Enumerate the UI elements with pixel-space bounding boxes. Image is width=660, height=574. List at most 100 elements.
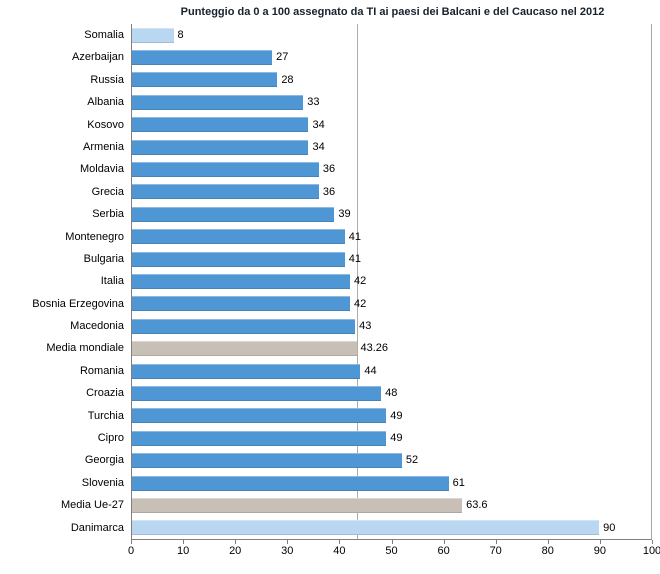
bar-value: 44 bbox=[364, 364, 377, 377]
bar-row: 49 bbox=[132, 405, 651, 427]
category-label: Media Ue-27 bbox=[61, 499, 124, 512]
bar bbox=[132, 72, 278, 88]
bar-value: 49 bbox=[390, 409, 403, 422]
category-label: Grecia bbox=[91, 185, 124, 198]
bar-value: 63.6 bbox=[466, 499, 488, 512]
bar-row: 34 bbox=[132, 114, 651, 136]
bar-row: 27 bbox=[132, 46, 651, 68]
x-axis-tick-label: 40 bbox=[333, 544, 346, 557]
bar-value: 41 bbox=[348, 230, 362, 243]
x-axis-tick-mark bbox=[652, 539, 653, 544]
category-label: Romania bbox=[79, 364, 124, 377]
bar-row: 41 bbox=[132, 248, 651, 270]
bar-row: 44 bbox=[132, 360, 651, 382]
bar bbox=[132, 206, 335, 222]
category-label: Bosnia Erzegovina bbox=[32, 297, 124, 310]
bar-row: 61 bbox=[132, 472, 651, 494]
bar-row: 8 bbox=[132, 24, 651, 46]
x-axis-tick-label: 70 bbox=[489, 544, 502, 557]
bar-row: 43 bbox=[132, 315, 651, 337]
bar-row: 90 bbox=[132, 517, 651, 539]
bar-row: 49 bbox=[132, 427, 651, 449]
category-label: Croazia bbox=[86, 387, 124, 400]
bar-value: 61 bbox=[452, 476, 465, 489]
bar bbox=[132, 229, 345, 245]
world-average-reference-line bbox=[356, 24, 358, 539]
bar bbox=[132, 50, 273, 66]
x-axis-tick-label: 60 bbox=[437, 544, 450, 557]
category-label: Bulgaria bbox=[83, 252, 124, 265]
bar bbox=[132, 408, 387, 424]
bar-row: 42 bbox=[132, 270, 651, 292]
bar bbox=[132, 117, 309, 133]
bar bbox=[132, 94, 304, 110]
chart-title: Punteggio da 0 a 100 assegnato da TI ai … bbox=[180, 6, 605, 18]
chart-body: Somalia Azerbaijan Russia Albania Kosovo Arme… bbox=[2, 24, 652, 540]
x-axis-tick-mark bbox=[391, 539, 393, 544]
bar bbox=[132, 139, 309, 155]
x-axis-tick-label: 0 bbox=[127, 544, 135, 557]
x-axis-tick-mark bbox=[495, 539, 497, 544]
category-label: Serbia bbox=[92, 208, 124, 221]
category-label: Slovenia bbox=[81, 476, 124, 489]
bar-value: 43 bbox=[359, 320, 372, 333]
bar bbox=[132, 341, 357, 357]
bar-row: 63.6 bbox=[132, 494, 651, 516]
bars-area: 8 27 28 33 34 34 36 36 39 41 41 42 42 43 43.26 44 48 49 49… bbox=[132, 24, 651, 539]
bar bbox=[132, 385, 382, 401]
bar-value: 39 bbox=[338, 208, 351, 221]
bar-value: 49 bbox=[390, 432, 403, 445]
bar bbox=[132, 273, 350, 289]
x-axis-tick-label: 20 bbox=[229, 544, 242, 557]
bar bbox=[132, 430, 387, 446]
x-axis: 0 10 20 30 40 50 60 70 80 90 100 bbox=[127, 539, 660, 562]
bar bbox=[132, 251, 345, 267]
bar-value: 36 bbox=[322, 185, 336, 198]
x-axis-tick-label: 30 bbox=[281, 544, 294, 557]
category-label: Russia bbox=[90, 73, 124, 86]
bar bbox=[132, 497, 463, 513]
bar-value: 34 bbox=[312, 118, 325, 131]
bar bbox=[132, 184, 319, 200]
bar-row: 43.26 bbox=[132, 337, 651, 359]
x-axis-tick-mark bbox=[235, 539, 237, 544]
bar bbox=[132, 453, 402, 469]
bar bbox=[132, 475, 449, 491]
labels-column: Somalia Azerbaijan Russia Albania Kosovo Arme… bbox=[2, 24, 131, 540]
bar bbox=[132, 363, 361, 379]
bar-value: 36 bbox=[322, 163, 336, 176]
category-label: Armenia bbox=[83, 140, 124, 153]
bar-value: 52 bbox=[405, 454, 419, 467]
x-axis-tick-label: 10 bbox=[176, 544, 190, 557]
x-axis-inner: 0 10 20 30 40 50 60 70 80 90 100 bbox=[127, 539, 660, 562]
bar bbox=[132, 27, 174, 43]
category-label: Georgia bbox=[84, 454, 124, 467]
x-axis-tick-label: 50 bbox=[385, 544, 398, 557]
x-axis-tick-mark bbox=[443, 539, 445, 544]
x-axis-tick-mark bbox=[599, 539, 601, 544]
bar-value: 48 bbox=[385, 387, 398, 400]
bar-row: 41 bbox=[132, 226, 651, 248]
category-label: Montenegro bbox=[65, 230, 124, 243]
bar-value: 34 bbox=[312, 140, 325, 153]
category-label: Kosovo bbox=[87, 118, 124, 131]
bar-value: 42 bbox=[353, 297, 367, 310]
bar-row: 36 bbox=[132, 158, 651, 180]
x-axis-tick-label: 100 bbox=[642, 544, 660, 557]
x-axis-tick-label: 80 bbox=[541, 544, 554, 557]
x-axis-tick-mark bbox=[183, 539, 185, 544]
category-label: Macedonia bbox=[70, 320, 124, 333]
bar-row: 39 bbox=[132, 203, 651, 225]
category-label: Italia bbox=[100, 275, 124, 288]
bar-value: 27 bbox=[276, 51, 289, 64]
bar bbox=[132, 162, 319, 178]
x-axis-tick-mark bbox=[287, 539, 289, 544]
category-label: Somalia bbox=[84, 29, 124, 41]
bar bbox=[132, 296, 350, 312]
bar bbox=[132, 318, 356, 334]
category-label: Moldavia bbox=[79, 163, 124, 176]
bar-row: 33 bbox=[132, 91, 651, 113]
plot-area: 8 27 28 33 34 34 36 36 39 41 41 42 42 43 43.26 44 48 49 49… bbox=[131, 24, 652, 540]
bar bbox=[132, 520, 600, 536]
